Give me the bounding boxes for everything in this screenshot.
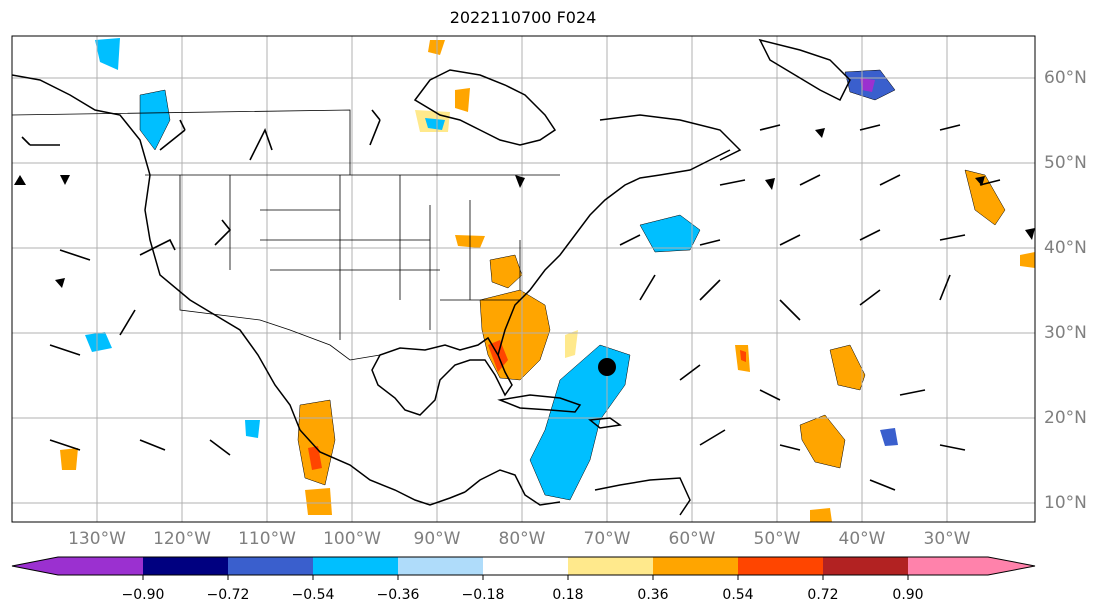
colorbar-tick-label-6: 0.18	[552, 587, 584, 603]
wind-pennants	[14, 128, 1035, 288]
lon-label-120w: 120°W	[153, 529, 211, 549]
colorbar-outline	[11, 556, 1036, 576]
colorbar-tick-label-4: −0.36	[376, 587, 420, 603]
colorbar-bin-9	[738, 557, 823, 575]
lon-label-40w: 40°W	[838, 529, 886, 549]
lon-label-90w: 90°W	[413, 529, 461, 549]
colorbar	[11, 556, 1036, 580]
lon-label-60w: 60°W	[668, 529, 716, 549]
colorbar-bin-10	[823, 557, 908, 575]
colorbar-tick-label-9: 0.72	[807, 587, 839, 603]
map-title: 2022110700 F024	[449, 8, 597, 27]
colorbar-bin-11	[908, 557, 988, 575]
lat-label-30n: 30°N	[1044, 323, 1087, 343]
colorbar-bin-4	[313, 557, 398, 575]
lon-label-110w: 110°W	[238, 529, 296, 549]
colorbar-bin-5	[398, 557, 483, 575]
lon-label-130w: 130°W	[68, 529, 126, 549]
lat-label-10n: 10°N	[1044, 493, 1087, 513]
colorbar-tick-label-5: −0.18	[461, 587, 505, 603]
lon-label-100w: 100°W	[323, 529, 381, 549]
graticule	[12, 36, 1035, 522]
colorbar-bin-7	[568, 557, 653, 575]
colorbar-bin-3	[228, 557, 313, 575]
lat-label-60n: 60°N	[1044, 68, 1087, 88]
lat-label-20n: 20°N	[1044, 408, 1087, 428]
colorbar-under-triangle	[12, 557, 58, 575]
colorbar-bin-1	[58, 557, 143, 575]
colorbar-bin-6	[483, 557, 568, 575]
colorbar-tick-label-7: 0.36	[637, 587, 669, 603]
colorbar-over-triangle	[988, 557, 1035, 575]
lat-label-40n: 40°N	[1044, 238, 1087, 258]
lat-label-50n: 50°N	[1044, 153, 1087, 173]
storm-center-marker	[598, 358, 616, 376]
lon-label-30w: 30°W	[923, 529, 971, 549]
colorbar-tick-label-1: −0.90	[121, 587, 165, 603]
wind-barbs	[21, 109, 1001, 491]
map-frame	[11, 35, 1036, 523]
lon-label-80w: 80°W	[498, 529, 546, 549]
colorbar-tick-label-3: −0.54	[291, 587, 335, 603]
political-borders	[12, 109, 560, 361]
colorbar-tick-label-10: 0.90	[892, 587, 924, 603]
lon-label-50w: 50°W	[753, 529, 801, 549]
colorbar-ticks	[142, 575, 909, 580]
colorbar-tick-label-8: 0.54	[722, 587, 754, 603]
lon-label-70w: 70°W	[583, 529, 631, 549]
map-panel	[12, 36, 1035, 522]
colorbar-tick-label-2: −0.72	[206, 587, 250, 603]
colorbar-bin-2	[143, 557, 228, 575]
colorbar-bin-8	[653, 557, 738, 575]
